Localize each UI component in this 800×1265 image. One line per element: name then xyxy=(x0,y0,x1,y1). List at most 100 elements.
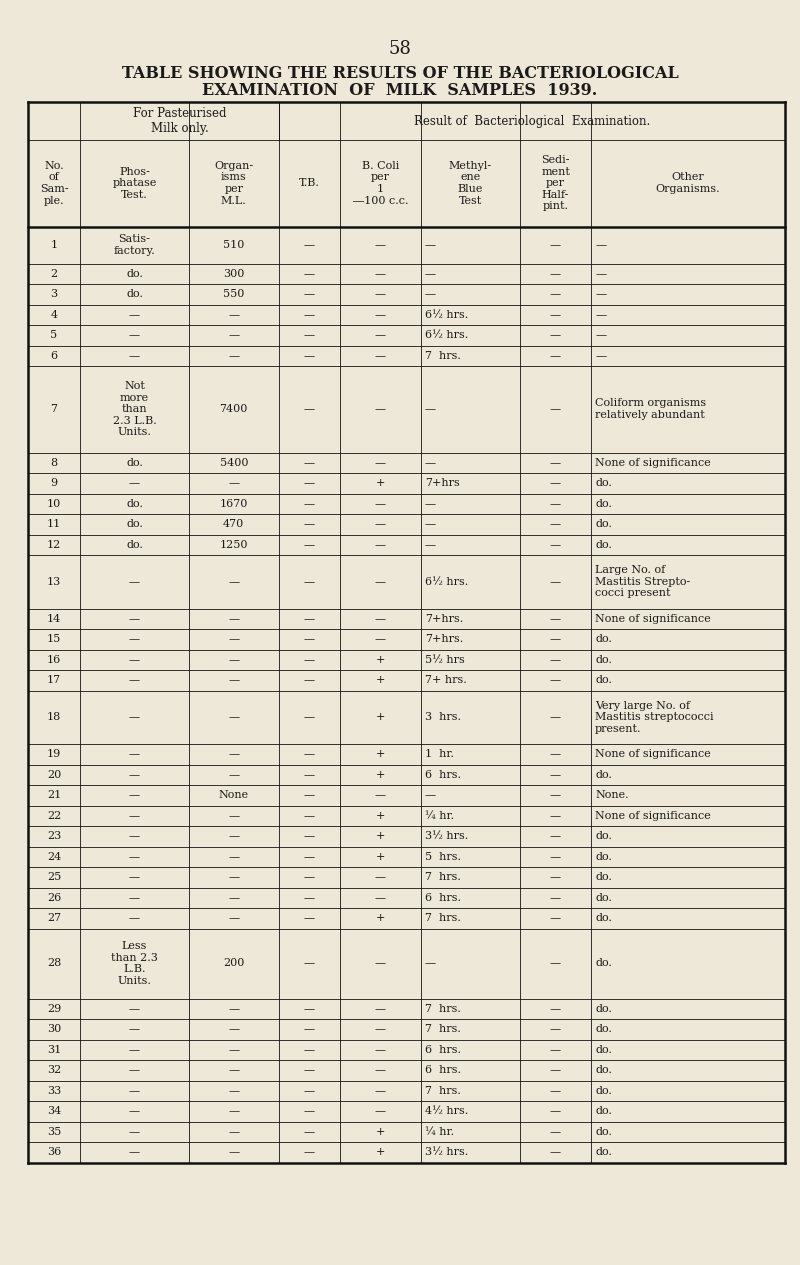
Text: —: — xyxy=(304,712,315,722)
Text: 1  hr.: 1 hr. xyxy=(425,749,454,759)
Text: —: — xyxy=(304,405,315,414)
Text: —: — xyxy=(129,1003,140,1013)
Text: —: — xyxy=(425,959,436,969)
Text: do.: do. xyxy=(595,1045,612,1055)
Text: —: — xyxy=(375,1065,386,1075)
Text: —: — xyxy=(595,240,606,250)
Text: Methyl-
ene
Blue
Test: Methyl- ene Blue Test xyxy=(449,161,492,206)
Text: —: — xyxy=(375,1045,386,1055)
Text: Organ-
isms
per
M.L.: Organ- isms per M.L. xyxy=(214,161,254,206)
Text: —: — xyxy=(375,959,386,969)
Text: —: — xyxy=(375,330,386,340)
Text: 5400: 5400 xyxy=(219,458,248,468)
Text: —: — xyxy=(304,577,315,587)
Text: 13: 13 xyxy=(47,577,61,587)
Text: —: — xyxy=(595,268,606,278)
Text: —: — xyxy=(129,893,140,903)
Text: 36: 36 xyxy=(47,1147,61,1157)
Text: 28: 28 xyxy=(47,959,61,969)
Text: —: — xyxy=(304,614,315,624)
Text: 200: 200 xyxy=(223,959,245,969)
Text: do.: do. xyxy=(595,1025,612,1035)
Text: —: — xyxy=(129,873,140,882)
Text: —: — xyxy=(304,350,315,361)
Text: —: — xyxy=(550,811,561,821)
Text: 15: 15 xyxy=(47,634,61,644)
Text: —: — xyxy=(595,310,606,320)
Text: 3½ hrs.: 3½ hrs. xyxy=(425,831,468,841)
Text: —: — xyxy=(304,655,315,664)
Text: —: — xyxy=(375,405,386,414)
Text: 19: 19 xyxy=(47,749,61,759)
Text: 1250: 1250 xyxy=(219,540,248,550)
Text: 18: 18 xyxy=(47,712,61,722)
Text: —: — xyxy=(550,873,561,882)
Text: Phos-
phatase
Test.: Phos- phatase Test. xyxy=(112,167,157,200)
Text: —: — xyxy=(550,851,561,861)
Text: None of significance: None of significance xyxy=(595,614,710,624)
Text: —: — xyxy=(304,913,315,923)
Text: +: + xyxy=(376,712,385,722)
Text: 26: 26 xyxy=(47,893,61,903)
Text: —: — xyxy=(129,614,140,624)
Text: —: — xyxy=(228,655,239,664)
Text: —: — xyxy=(550,1025,561,1035)
Text: —: — xyxy=(304,330,315,340)
Text: —: — xyxy=(129,811,140,821)
Text: —: — xyxy=(550,959,561,969)
Text: —: — xyxy=(129,1127,140,1137)
Text: —: — xyxy=(595,330,606,340)
Text: None of significance: None of significance xyxy=(595,811,710,821)
Text: —: — xyxy=(550,310,561,320)
Text: 7: 7 xyxy=(50,405,58,414)
Text: —: — xyxy=(375,240,386,250)
Text: —: — xyxy=(550,498,561,509)
Text: —: — xyxy=(375,540,386,550)
Text: None of significance: None of significance xyxy=(595,749,710,759)
Text: 7  hrs.: 7 hrs. xyxy=(425,873,461,882)
Text: 4½ hrs.: 4½ hrs. xyxy=(425,1107,468,1116)
Text: —: — xyxy=(375,634,386,644)
Text: No.
of
Sam-
ple.: No. of Sam- ple. xyxy=(40,161,68,206)
Text: —: — xyxy=(228,1147,239,1157)
Text: —: — xyxy=(228,1127,239,1137)
Text: 34: 34 xyxy=(47,1107,61,1116)
Text: do.: do. xyxy=(595,676,612,686)
Text: For Pasteurised
Milk only.: For Pasteurised Milk only. xyxy=(133,108,226,135)
Text: —: — xyxy=(304,1147,315,1157)
Text: —: — xyxy=(228,749,239,759)
Text: —: — xyxy=(304,959,315,969)
Text: —: — xyxy=(595,350,606,361)
Text: —: — xyxy=(375,1085,386,1095)
Text: —: — xyxy=(550,769,561,779)
Text: T.B.: T.B. xyxy=(299,178,320,188)
Text: 7  hrs.: 7 hrs. xyxy=(425,1003,461,1013)
Text: do.: do. xyxy=(595,913,612,923)
Text: 32: 32 xyxy=(47,1065,61,1075)
Text: +: + xyxy=(376,478,385,488)
Text: —: — xyxy=(129,577,140,587)
Text: —: — xyxy=(228,1107,239,1116)
Text: —: — xyxy=(550,268,561,278)
Text: do.: do. xyxy=(595,959,612,969)
Text: +: + xyxy=(376,655,385,664)
Text: EXAMINATION  OF  MILK  SAMPLES  1939.: EXAMINATION OF MILK SAMPLES 1939. xyxy=(202,82,598,99)
Text: —: — xyxy=(304,676,315,686)
Text: —: — xyxy=(550,577,561,587)
Text: —: — xyxy=(304,240,315,250)
Text: —: — xyxy=(425,540,436,550)
Text: 12: 12 xyxy=(47,540,61,550)
Text: —: — xyxy=(550,1147,561,1157)
Text: —: — xyxy=(228,712,239,722)
Text: —: — xyxy=(550,676,561,686)
Text: —: — xyxy=(304,268,315,278)
Text: —: — xyxy=(129,350,140,361)
Text: —: — xyxy=(550,634,561,644)
Text: +: + xyxy=(376,913,385,923)
Text: —: — xyxy=(304,1025,315,1035)
Text: —: — xyxy=(304,1003,315,1013)
Text: 24: 24 xyxy=(47,851,61,861)
Text: 550: 550 xyxy=(223,290,245,300)
Text: 7+hrs.: 7+hrs. xyxy=(425,634,463,644)
Text: —: — xyxy=(228,676,239,686)
